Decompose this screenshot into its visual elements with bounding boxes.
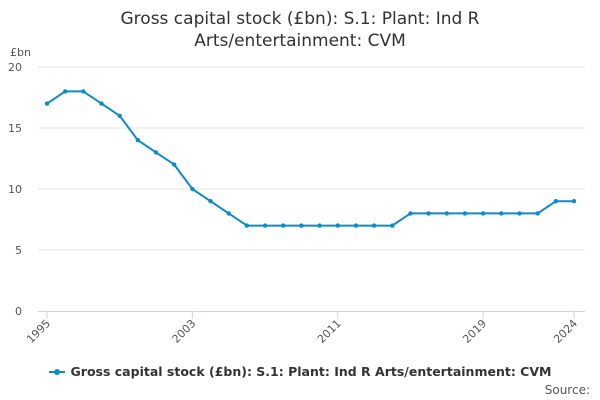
y-tick-label: 20 xyxy=(8,61,22,74)
x-tick-label: 1995 xyxy=(24,317,53,346)
source-label: Source: xyxy=(544,383,590,397)
data-point xyxy=(426,211,431,216)
data-point xyxy=(480,211,486,216)
data-point xyxy=(408,211,413,216)
series-group xyxy=(44,89,577,228)
chart-title-line-1: Gross capital stock (£bn): S.1: Plant: I… xyxy=(120,9,480,29)
data-point xyxy=(335,223,340,228)
y-tick-label: 0 xyxy=(15,305,22,318)
data-point xyxy=(44,101,50,106)
x-tick-label: 2003 xyxy=(170,317,199,346)
data-point xyxy=(226,211,231,216)
data-point xyxy=(371,223,377,228)
data-point xyxy=(299,223,304,228)
data-point xyxy=(553,199,559,204)
data-point xyxy=(208,199,213,204)
y-tick-label: 15 xyxy=(8,122,22,135)
data-point xyxy=(499,211,504,216)
y-axis-label: £bn xyxy=(10,46,31,59)
legend-symbol xyxy=(48,366,65,378)
data-point xyxy=(462,211,468,216)
x-axis: 1995 2003 2011 2019 2024 xyxy=(24,311,585,346)
x-tick-label: 2024 xyxy=(551,317,580,346)
data-point xyxy=(99,101,104,106)
data-point xyxy=(571,199,577,204)
data-point xyxy=(172,162,177,167)
legend: Gross capital stock (£bn): S.1: Plant: I… xyxy=(0,364,600,379)
x-tick-label: 2011 xyxy=(315,317,344,346)
chart-title-line-2: Arts/entertainment: CVM xyxy=(194,31,406,51)
data-point xyxy=(517,211,522,216)
data-point xyxy=(117,113,122,119)
chart-title: Gross capital stock (£bn): S.1: Plant: I… xyxy=(60,8,540,52)
data-point xyxy=(190,186,195,192)
data-point xyxy=(281,223,286,228)
data-point xyxy=(390,223,395,228)
gridlines xyxy=(38,66,585,251)
data-point xyxy=(262,223,268,228)
data-point xyxy=(444,211,449,216)
data-point xyxy=(353,223,359,228)
data-point xyxy=(135,138,141,143)
y-axis-ticks: 0 5 10 15 20 xyxy=(8,61,22,318)
data-point xyxy=(81,89,86,94)
x-tick-label: 2019 xyxy=(460,317,489,346)
y-tick-label: 10 xyxy=(8,183,22,196)
data-point xyxy=(317,223,322,228)
data-point xyxy=(535,211,540,216)
series-line xyxy=(46,90,574,227)
legend-marker-swatch xyxy=(53,368,60,375)
legend-label: Gross capital stock (£bn): S.1: Plant: I… xyxy=(70,364,552,379)
data-point xyxy=(244,223,250,228)
data-point xyxy=(153,150,159,155)
data-point xyxy=(62,89,68,94)
y-tick-label: 5 xyxy=(15,244,22,257)
